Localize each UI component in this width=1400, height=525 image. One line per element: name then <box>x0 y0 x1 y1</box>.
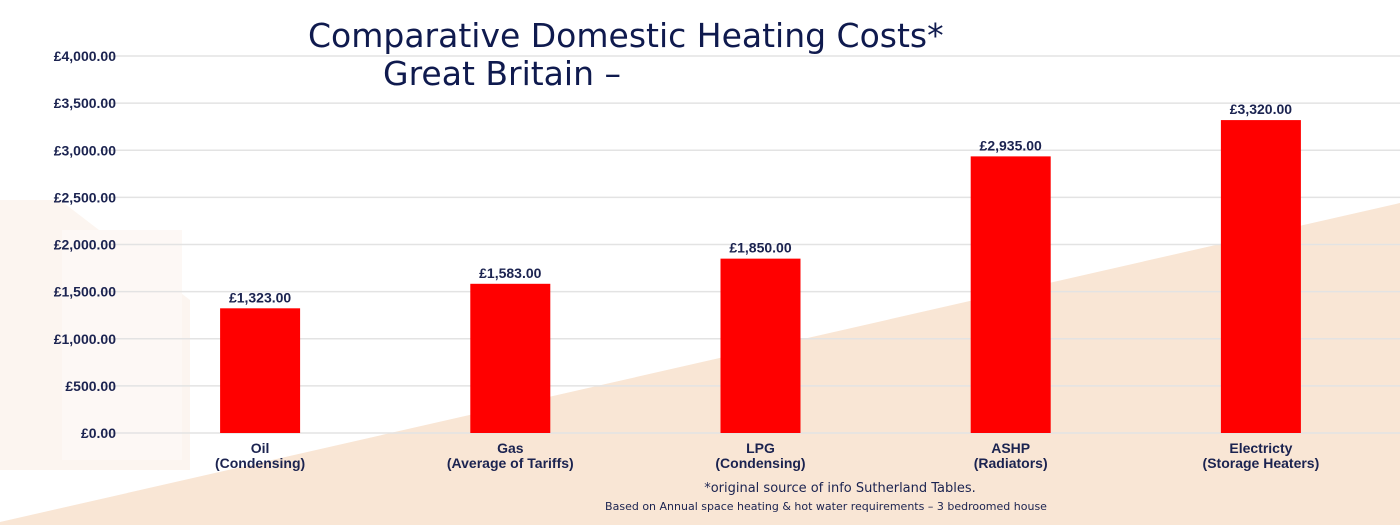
y-tick-label: £500.00 <box>65 378 116 394</box>
y-tick-label: £2,000.00 <box>54 237 116 253</box>
bar <box>1220 120 1301 433</box>
y-tick-label: £3,000.00 <box>54 142 116 158</box>
bar <box>470 283 551 433</box>
x-category-label: (Condensing) <box>715 455 805 471</box>
x-category-label: (Condensing) <box>215 455 305 471</box>
x-category-label: LPG <box>746 440 775 456</box>
y-tick-label: £1,000.00 <box>54 331 116 347</box>
x-category-label: (Radiators) <box>974 455 1048 471</box>
house-watermark <box>0 200 190 470</box>
data-label: £2,935.00 <box>980 137 1042 153</box>
y-tick-label: £4,000.00 <box>54 48 116 64</box>
y-tick-label: £3,500.00 <box>54 95 116 111</box>
bar <box>720 258 801 433</box>
data-label: £1,850.00 <box>729 240 791 256</box>
chart-subtitle: Great Britain – <box>383 54 621 93</box>
y-tick-label: £1,500.00 <box>54 284 116 300</box>
x-category-label: ASHP <box>991 440 1030 456</box>
y-tick-label: £2,500.00 <box>54 189 116 205</box>
x-category-label: Gas <box>497 440 524 456</box>
bar <box>970 156 1051 433</box>
x-category-label: Electricty <box>1229 440 1292 456</box>
x-category-label: (Average of Tariffs) <box>447 455 574 471</box>
y-tick-label: £0.00 <box>81 425 116 441</box>
source-footnote: *original source of info Sutherland Tabl… <box>704 481 976 496</box>
basis-footnote: Based on Annual space heating & hot wate… <box>605 500 1047 513</box>
data-label: £1,323.00 <box>229 289 291 305</box>
chart-title: Comparative Domestic Heating Costs* <box>308 16 944 55</box>
bar <box>220 308 301 433</box>
data-label: £3,320.00 <box>1230 101 1292 117</box>
x-category-label: (Storage Heaters) <box>1203 455 1320 471</box>
x-category-label: Oil <box>251 440 270 456</box>
data-label: £1,583.00 <box>479 265 541 281</box>
